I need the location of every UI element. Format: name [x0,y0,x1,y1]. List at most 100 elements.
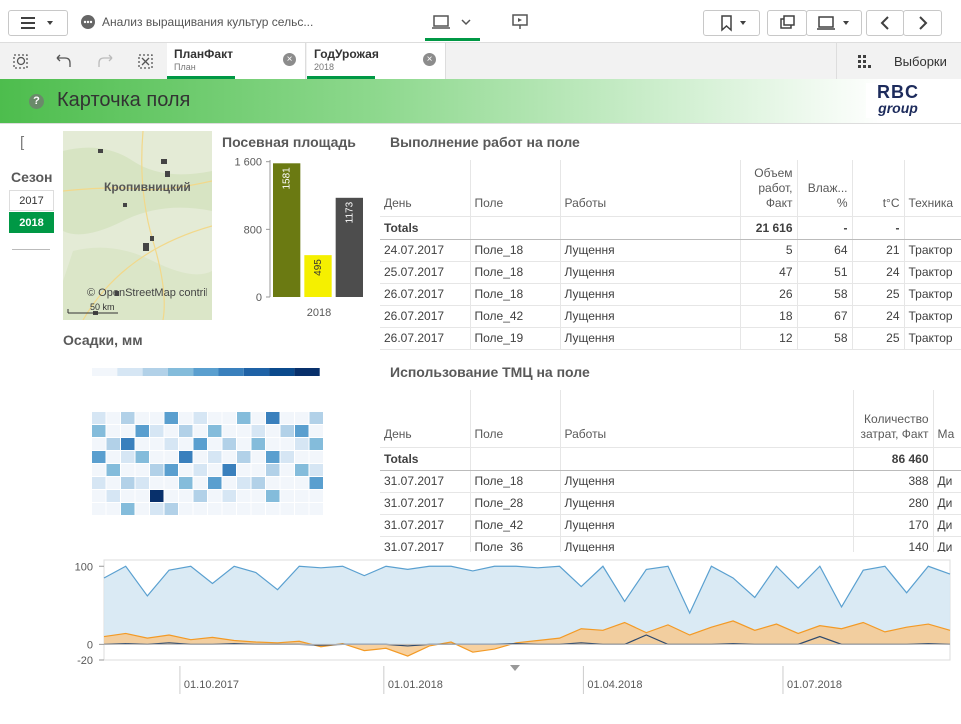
story-icon[interactable] [510,12,530,32]
heat-cell [121,425,135,437]
totals-cell: Totals [380,216,471,240]
heat-cell [135,503,149,515]
heat-cell [237,425,251,437]
empty-cell [933,447,961,471]
heat-cell [106,477,120,489]
table-cell: Поле_36 [470,536,561,552]
heat-cell [222,464,236,476]
works-table-wrap: День Поле Работы Объем работ, Факт Влаж... %… [380,160,961,353]
selection-bar-indicator [307,76,375,79]
selection-tools [13,54,153,69]
heat-cell [295,464,309,476]
empty-cell [560,216,741,240]
selection-chip[interactable]: ПланФакт План × [167,43,306,79]
heat-cell [280,503,294,515]
season-item[interactable]: 2018 [9,212,54,233]
column-header[interactable]: Работы [560,160,741,217]
column-header[interactable]: Поле [470,160,561,217]
present-button[interactable] [806,10,862,36]
heat-cell [309,451,323,463]
heat-cell [280,412,294,424]
heat-cell [106,438,120,450]
heat-cell [164,464,178,476]
column-header[interactable]: t°C [852,160,905,217]
table-cell: 24 [852,261,905,284]
table-cell: Лущення [560,261,741,284]
bar-chart: 0 800 1 600 1581 495 1173 2018 [234,157,363,319]
table-cell: Лущення [560,492,854,515]
help-icon[interactable]: ? [29,94,44,109]
heat-cell [280,490,294,502]
table-cell: 24 [852,305,905,328]
bookmark-button[interactable] [703,10,760,36]
prev-button[interactable] [866,10,904,36]
selection-field: ГодУрожая [314,47,379,61]
clear-selection[interactable]: × [283,53,296,66]
duplicate-button[interactable] [767,10,807,36]
column-header[interactable]: Влаж... % [797,160,853,217]
heat-cell [193,425,207,437]
header-row: День Поле Работы Количество затрат, Факт Ма [380,390,961,448]
heat-cell [193,438,207,450]
heat-cell [237,438,251,450]
heat-cell [106,464,120,476]
logo: RBC group [866,83,930,118]
column-header[interactable]: Техника [904,160,961,217]
heat-cell [266,451,280,463]
table-cell: Трактор [904,261,961,284]
y-tick-label: 1 600 [234,157,262,169]
season-item[interactable]: 2017 [9,190,54,211]
app-title[interactable]: Анализ выращивания культур сельс... [102,15,314,29]
x-tick-label: 01.10.2017 [184,679,239,691]
column-header[interactable]: Количество затрат, Факт [853,390,934,448]
selection-chip[interactable]: ГодУрожая 2018 × [307,43,446,79]
heat-cell [309,477,323,489]
heat-cell [193,490,207,502]
sheet-tab[interactable] [425,12,485,42]
heat-cell [208,490,222,502]
menu-icon [21,17,53,29]
table-cell: 67 [797,305,853,328]
heat-cell [193,412,207,424]
heat-cell [135,425,149,437]
column-header[interactable]: День [380,390,471,448]
heat-cell [266,490,280,502]
heat-cell [164,503,178,515]
line [103,620,951,657]
heat-cell [251,451,265,463]
clear-selection[interactable]: × [423,53,436,66]
column-header[interactable]: Ма [933,390,961,448]
value-label: 1581 [282,167,293,190]
table-cell: Лущення [560,470,854,493]
heat-cell [179,490,193,502]
heat-cell [237,412,251,424]
heat-cell [237,490,251,502]
prev-icon [880,16,889,30]
selection-bar [0,42,961,80]
map[interactable] [63,131,212,320]
heat-cell [150,477,164,489]
selections-button[interactable]: Выборки [836,43,961,79]
column-header[interactable]: Поле [470,390,561,448]
heat-cell [295,425,309,437]
heat-cell [92,490,106,502]
heat-cell [92,425,106,437]
column-header[interactable]: День [380,160,471,217]
expand-icon[interactable]: [ [20,134,25,151]
tmc-table-wrap: День Поле Работы Количество затрат, Факт Ма T… [380,390,961,552]
next-button[interactable] [903,10,942,36]
heat-cell [179,412,193,424]
column-header[interactable]: Объем работ, Факт [740,160,798,217]
header-row: День Поле Работы Объем работ, Факт Влаж... %… [380,160,961,217]
heat-cell [309,425,323,437]
column-header[interactable]: Работы [560,390,854,448]
heat-cell [164,477,178,489]
heat-cell [208,464,222,476]
table-title: Использование ТМЦ на поле [390,364,590,380]
scroll-marker [510,665,520,671]
table-cell: 26.07.2017 [380,305,471,328]
table-cell: Ди [933,492,961,515]
selection-value: 2018 [314,62,335,72]
menu-button[interactable] [8,10,68,36]
heat-cell [309,490,323,502]
